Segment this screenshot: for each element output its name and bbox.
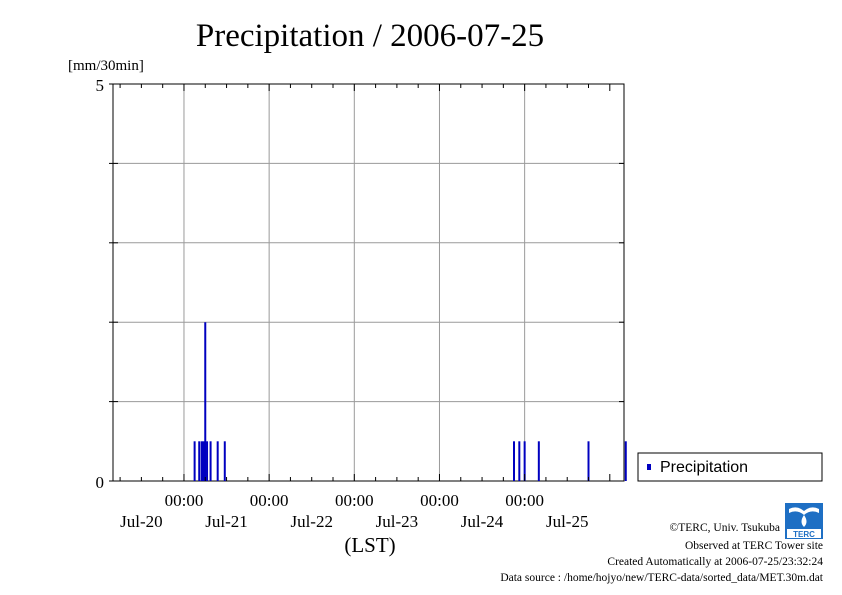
grid <box>113 84 624 481</box>
source-text: Data source : /home/hojyo/new/TERC-data/… <box>500 572 823 584</box>
x-time-label: 00:00 <box>250 491 289 510</box>
y-tick-label: 0 <box>96 473 105 492</box>
chart-title: Precipitation / 2006-07-25 <box>196 18 544 54</box>
x-date-label: Jul-23 <box>376 512 419 531</box>
created-text: Created Automatically at 2006-07-25/23:3… <box>607 556 823 568</box>
site-text: Observed at TERC Tower site <box>684 540 823 552</box>
x-date-label: Jul-20 <box>120 512 163 531</box>
y-tick-label: 5 <box>96 76 105 95</box>
x-time-label: 00:00 <box>165 491 204 510</box>
x-time-label: 00:00 <box>335 491 374 510</box>
tick-marks <box>109 83 624 482</box>
x-time-label: 00:00 <box>420 491 459 510</box>
x-date-label: Jul-24 <box>461 512 504 531</box>
logo-text: TERC <box>793 530 815 539</box>
x-date-label: Jul-21 <box>205 512 248 531</box>
x-time-label: 00:00 <box>505 491 544 510</box>
legend-label: Precipitation <box>660 459 748 476</box>
terc-logo: TERC <box>785 503 823 539</box>
x-axis-label: (LST) <box>344 533 395 557</box>
plot-frame <box>112 83 625 482</box>
legend-box <box>637 452 823 482</box>
y-unit-label: [mm/30min] <box>68 58 144 74</box>
legend-marker <box>647 464 651 470</box>
copyright-text: ©TERC, Univ. Tsukuba <box>669 522 780 534</box>
x-date-label: Jul-25 <box>546 512 589 531</box>
x-date-label: Jul-22 <box>290 512 333 531</box>
bar-series <box>193 322 627 481</box>
legend: Precipitation <box>637 452 823 482</box>
